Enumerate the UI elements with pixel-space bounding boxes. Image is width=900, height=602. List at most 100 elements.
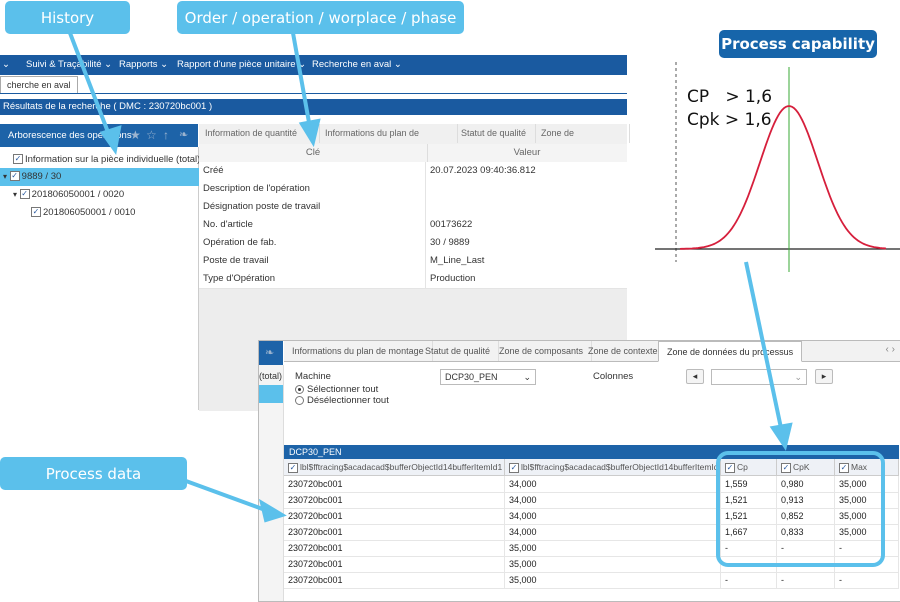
process-data-cell: 230720bc001 <box>284 540 505 556</box>
nav-item-tracking[interactable]: Suivi & Traçabilité ⌄ <box>26 59 113 70</box>
detail-key: Type d'Opération <box>203 270 426 288</box>
radio-icon[interactable] <box>295 395 304 405</box>
process-data-cell: 34,000 <box>505 492 721 508</box>
process-data-row[interactable]: 230720bc001 34,000 1,521 0,913 35,000 <box>284 492 899 509</box>
process-data-cell: 230720bc001 <box>284 508 505 524</box>
columns-select[interactable]: ⌄ <box>711 369 807 385</box>
detail-value: 00173622 <box>430 219 473 230</box>
tree-row-9889-30[interactable]: ▾ ✓ 9889 / 30 <box>0 168 199 186</box>
process-data-cell: 1,559 <box>721 476 777 492</box>
process-data-cell: - <box>721 572 777 588</box>
history-arrow <box>68 32 113 141</box>
process-data-row[interactable]: 230720bc001 34,000 1,667 0,833 35,000 <box>284 524 899 541</box>
checkbox[interactable]: ✓ <box>31 207 41 218</box>
checkbox[interactable]: ✓ <box>781 462 791 473</box>
process-data-row[interactable]: 230720bc001 34,000 1,559 0,980 35,000 <box>284 476 899 493</box>
process-data-row[interactable]: 230720bc001 35,000- - - <box>284 540 899 557</box>
col-key-header[interactable]: Clé <box>199 144 428 162</box>
nav-item-downstream-search[interactable]: Recherche en aval ⌄ <box>312 59 402 70</box>
front-tree-selected-row[interactable] <box>259 385 283 403</box>
process-data-callout: Process data <box>0 457 187 490</box>
col-cp[interactable]: ✓ Cp <box>721 459 777 475</box>
radio-selected-icon[interactable] <box>295 384 304 394</box>
history-callout: History <box>5 1 130 34</box>
process-data-cell: 35,000 <box>835 492 899 508</box>
tab-components[interactable]: Zone de composants <box>491 341 593 361</box>
select-all-option[interactable]: Sélectionner tout <box>295 384 378 395</box>
col-buffer-item-2[interactable]: ✓ lbl$fftracing$acadacad$bufferObjectId14… <box>505 459 721 475</box>
expand-icon[interactable]: ▾ <box>3 172 8 181</box>
tree-row-0020[interactable]: ▾ ✓ 201806050001 / 0020 <box>0 186 209 204</box>
cp-threshold-label: CP > 1,6 <box>687 87 773 107</box>
detail-value: Production <box>430 273 476 284</box>
process-data-cell: 35,000 <box>505 572 721 588</box>
expand-icon[interactable]: ▾ <box>13 190 18 199</box>
checkbox[interactable]: ✓ <box>509 462 519 473</box>
nav-item-reports[interactable]: Rapports ⌄ <box>119 59 169 70</box>
process-data-row[interactable]: 230720bc001 35,000- - - <box>284 572 899 589</box>
checkbox[interactable]: ✓ <box>19 189 30 200</box>
capability-values-highlight <box>716 451 885 567</box>
process-data-cell: 0,833 <box>777 524 835 540</box>
process-data-cell: 35,000 <box>835 476 899 492</box>
detail-row[interactable]: Type d'Opération Production <box>199 270 627 289</box>
order-callout: Order / operation / worplace / phase <box>177 1 464 34</box>
distribution-curve <box>679 105 887 250</box>
col-buffer-item-1[interactable]: ✓ lbl$fftracing$acadacad$bufferObjectId14… <box>284 459 505 475</box>
checkbox[interactable]: ✓ <box>288 462 298 473</box>
process-data-cell: 1,667 <box>721 524 777 540</box>
tree-row-label: 9889 / 30 <box>21 171 62 182</box>
tab-quantity-info[interactable]: Information de quantité <box>199 124 320 143</box>
nav-left-chevron-icon[interactable]: ⌄ <box>2 59 10 70</box>
detail-key: Description de l'opération <box>203 180 426 198</box>
process-data-row[interactable]: 230720bc001 34,000 1,521 0,852 35,000 <box>284 508 899 525</box>
checkbox[interactable]: ✓ <box>9 171 20 182</box>
tree-row-label: 201806050001 / 0010 <box>43 207 136 218</box>
process-data-cell: - <box>777 572 835 588</box>
detail-value: 20.07.2023 09:40:36.812 <box>430 165 536 176</box>
process-data-cell: 34,000 <box>505 508 721 524</box>
order-arrow <box>291 32 312 129</box>
process-data-cell: 34,000 <box>505 476 721 492</box>
col-cpk[interactable]: ✓ CpK <box>777 459 835 475</box>
checkbox[interactable]: ✓ <box>839 462 849 473</box>
process-data-cell: 230720bc001 <box>284 476 505 492</box>
tab-quality-status[interactable]: Statut de qualité <box>417 341 500 361</box>
capability-arrowhead <box>769 422 793 451</box>
process-data-window: ❧ (total) Informations du plan de montag… <box>258 340 900 602</box>
star-outline-icon[interactable]: ☆ <box>146 128 157 142</box>
tab-downstream-search[interactable]: cherche en aval <box>0 76 78 93</box>
leaf-icon[interactable]: ❧ <box>265 347 275 359</box>
tab-quality-status[interactable]: Statut de qualité <box>455 124 536 143</box>
previous-arrow-button[interactable]: ◂ <box>686 369 704 384</box>
process-data-arrow <box>185 479 269 513</box>
capability-curve-chart <box>655 62 900 272</box>
star-icon[interactable]: ★ <box>130 128 141 142</box>
tree-header-title: Arborescence des opérations <box>8 130 132 141</box>
tab-scroll-arrows-icon[interactable]: ‹ › <box>885 344 895 355</box>
tree-row-label: 201806050001 / 0020 <box>31 189 125 200</box>
results-bar: Résultats de la recherche ( DMC : 230720… <box>0 99 627 115</box>
tree-row-total[interactable]: ✓ Information sur la pièce individuelle (… <box>0 151 209 169</box>
machine-select-value: DCP30_PEN <box>445 372 498 382</box>
tree-row-0010[interactable]: ✓ 201806050001 / 0010 <box>0 204 227 222</box>
col-value-header[interactable]: Valeur <box>513 147 541 158</box>
detail-key: Désignation poste de travail <box>203 198 426 216</box>
process-data-table-title: DCP30_PEN <box>284 445 899 459</box>
checkbox[interactable]: ✓ <box>725 462 735 473</box>
machine-select[interactable]: DCP30_PEN ⌄ <box>440 369 536 385</box>
tab-assembly-plan[interactable]: Informations du plan de montage <box>284 341 433 361</box>
next-arrow-button[interactable]: ▸ <box>815 369 833 384</box>
process-data-cell: - <box>835 572 899 588</box>
leaf-icon[interactable]: ❧ <box>179 129 189 141</box>
col-max[interactable]: ✓ Max <box>835 459 899 475</box>
arrow-up-icon[interactable]: ↑ <box>163 128 169 142</box>
capability-arrow <box>744 261 783 429</box>
checkbox[interactable]: ✓ <box>13 154 23 165</box>
deselect-all-option[interactable]: Désélectionner tout <box>295 395 389 406</box>
tree-row-label: Information sur la pièce individuelle (t… <box>25 154 201 165</box>
detail-value: 30 / 9889 <box>430 237 470 248</box>
nav-item-unit-report[interactable]: Rapport d'une pièce unitaire ⌄ <box>177 59 307 70</box>
process-data-cell: 35,000 <box>505 540 721 556</box>
